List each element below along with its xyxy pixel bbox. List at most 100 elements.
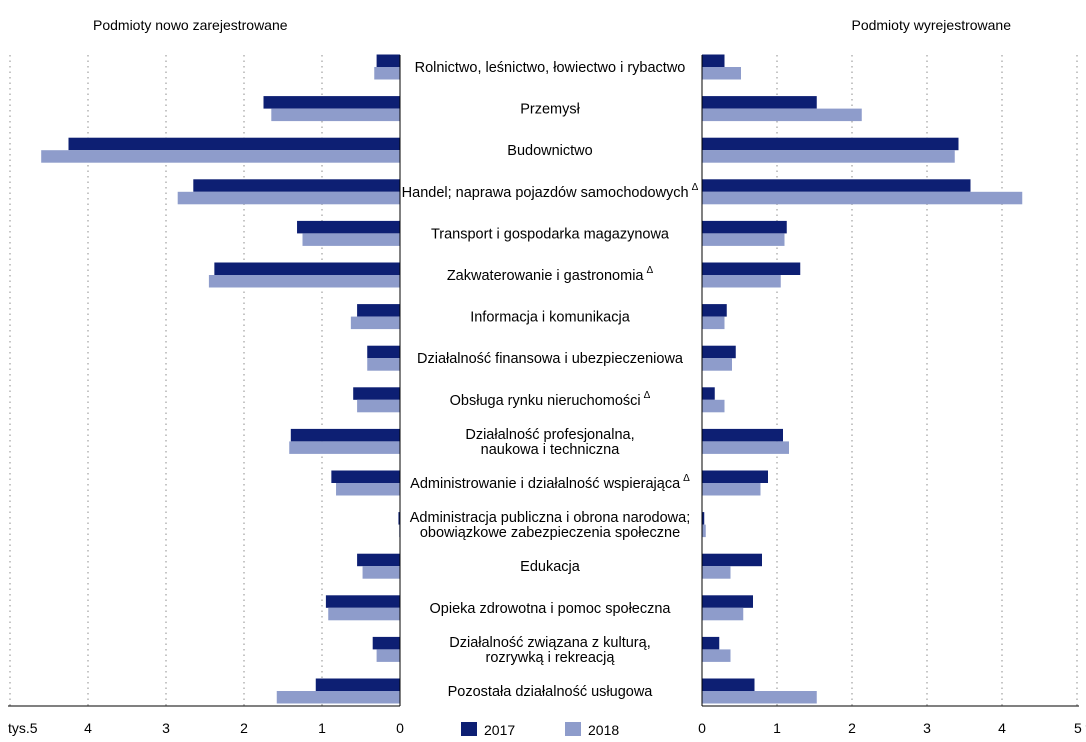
bar-registered-2018 <box>350 316 400 330</box>
right-tick-label: 4 <box>998 720 1006 736</box>
left-tick-label: 4 <box>84 720 92 736</box>
bar-registered-2018 <box>362 566 400 579</box>
right-tick-label: 5 tys. <box>1074 720 1086 736</box>
legend: 2017 2018 <box>461 722 619 738</box>
bar-registered-2018 <box>177 191 400 205</box>
category-label: Opieka zdrowotna i pomoc społeczna <box>430 601 672 617</box>
bar-deregistered-2017 <box>702 470 768 483</box>
tick-label-layer: tys.5 4 3 2 1 0 0 1 2 3 4 5 tys. <box>8 720 1086 736</box>
bar-registered-2017 <box>367 345 400 359</box>
bar-registered-2017 <box>357 553 400 567</box>
category-label: Działalność finansowa i ubezpieczeniowa <box>417 351 684 367</box>
category-label: Administracja publiczna i obrona narodow… <box>410 510 691 526</box>
bar-deregistered-2017 <box>702 636 720 650</box>
bar-deregistered-2017 <box>702 428 783 442</box>
category-label: Działalność profesjonalna, <box>465 427 634 443</box>
bar-deregistered-2017 <box>702 54 725 67</box>
bar-deregistered-2018 <box>702 483 761 496</box>
bar-registered-2018 <box>289 441 400 454</box>
bar-registered-2017 <box>263 96 400 109</box>
bar-registered-2017 <box>372 636 400 650</box>
bar-registered-2018 <box>208 275 400 288</box>
bar-deregistered-2017 <box>702 137 959 151</box>
bar-registered-2017 <box>357 304 400 317</box>
bar-deregistered-2018 <box>702 150 955 163</box>
bar-registered-2018 <box>374 67 400 80</box>
bar-deregistered-2018 <box>702 275 781 288</box>
category-label: Transport i gospodarka magazynowa <box>431 226 670 242</box>
bar-registered-2017 <box>398 512 400 525</box>
bar-deregistered-2017 <box>702 262 801 275</box>
left-tick-label: 2 <box>240 720 248 736</box>
category-label: rozrywką i rekreacją <box>486 650 616 666</box>
category-label-layer: Rolnictwo, leśnictwo, łowiectwo i rybact… <box>402 60 699 700</box>
category-label: obowiązkowe zabezpieczenia społeczne <box>420 525 680 541</box>
legend-swatch-2017 <box>461 722 477 736</box>
bar-registered-2017 <box>315 678 400 691</box>
bar-deregistered-2017 <box>702 387 715 400</box>
bar-deregistered-2018 <box>702 67 741 80</box>
left-tick-label: 1 <box>318 720 326 736</box>
bar-deregistered-2017 <box>702 179 971 192</box>
category-label: Administrowanie i działalność wspierając… <box>410 473 690 492</box>
bar-registered-2017 <box>376 54 400 67</box>
delta-mark: Δ <box>692 182 699 193</box>
bar-registered-2018 <box>376 649 400 662</box>
category-label: Przemysł <box>520 102 580 118</box>
right-tick-label: 1 <box>773 720 781 736</box>
bar-registered-2018 <box>367 358 400 371</box>
left-tick-label: 0 <box>396 720 404 736</box>
bar-registered-2018 <box>271 108 400 122</box>
bar-deregistered-2017 <box>702 96 817 109</box>
right-tick-label: 2 <box>848 720 856 736</box>
bar-deregistered-2018 <box>702 607 744 621</box>
bar-deregistered-2018 <box>702 191 1023 205</box>
category-label: Pozostała działalność usługowa <box>448 684 654 700</box>
bar-deregistered-2018 <box>702 399 725 413</box>
bar-registered-2018 <box>357 399 400 413</box>
bar-deregistered-2017 <box>702 304 727 317</box>
left-tick-label: tys.5 <box>8 720 38 736</box>
bar-deregistered-2018 <box>702 316 725 330</box>
bar-deregistered-2017 <box>702 512 705 525</box>
bar-registered-2018 <box>302 233 400 246</box>
category-label: Zakwaterowanie i gastronomia Δ <box>447 265 654 284</box>
category-label: Edukacja <box>520 559 581 575</box>
bar-deregistered-2018 <box>702 441 789 454</box>
grid-layer <box>9 55 1078 706</box>
bar-registered-2017 <box>68 137 400 151</box>
bar-deregistered-2017 <box>702 345 736 359</box>
delta-mark: Δ <box>646 265 653 276</box>
bar-deregistered-2017 <box>702 678 755 691</box>
bar-registered-2017 <box>331 470 400 483</box>
right-tick-label: 0 <box>698 720 706 736</box>
bar-layer <box>41 54 1023 704</box>
bar-deregistered-2018 <box>702 649 731 662</box>
bar-registered-2017 <box>325 595 400 608</box>
delta-mark: Δ <box>683 473 690 484</box>
bar-registered-2017 <box>193 179 400 192</box>
category-label: Informacja i komunikacja <box>470 310 630 326</box>
bar-deregistered-2018 <box>702 524 706 538</box>
bar-deregistered-2017 <box>702 595 753 608</box>
right-panel-title: Podmioty wyrejestrowane <box>851 17 1011 33</box>
bar-deregistered-2018 <box>702 233 785 246</box>
bar-deregistered-2018 <box>702 108 862 122</box>
category-label: Budownictwo <box>507 143 592 159</box>
bar-deregistered-2018 <box>702 358 732 371</box>
category-label: Działalność związana z kulturą, <box>449 635 650 651</box>
category-label: Rolnictwo, leśnictwo, łowiectwo i rybact… <box>415 60 686 76</box>
bar-registered-2017 <box>297 220 400 234</box>
bar-registered-2018 <box>336 483 400 496</box>
axis-layer <box>8 55 1079 707</box>
bar-registered-2018 <box>41 150 400 163</box>
legend-label: 2018 <box>588 722 619 738</box>
bar-deregistered-2017 <box>702 553 762 567</box>
bar-registered-2017 <box>353 387 400 400</box>
category-label: Obsługa rynku nieruchomości Δ <box>450 390 651 409</box>
bar-deregistered-2018 <box>702 691 817 704</box>
bar-deregistered-2017 <box>702 220 787 234</box>
left-tick-label: 3 <box>162 720 170 736</box>
bar-deregistered-2018 <box>702 566 731 579</box>
